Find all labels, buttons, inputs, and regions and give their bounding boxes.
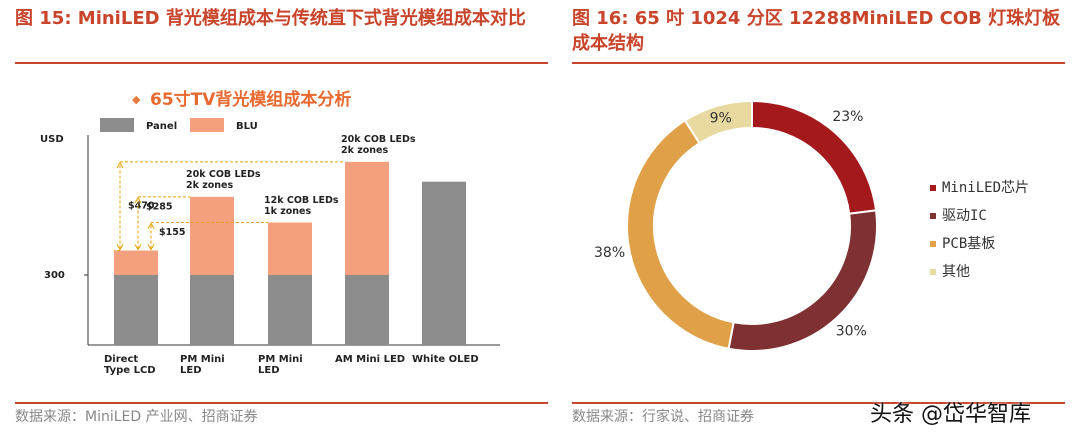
- arrow-head: [116, 161, 124, 169]
- bar: [190, 275, 234, 345]
- legend-label: Panel: [146, 121, 177, 132]
- bar: [190, 196, 234, 275]
- bar: [345, 275, 389, 345]
- diamond: ◆: [132, 93, 141, 106]
- x-tick-label: PM Mini LED: [258, 354, 303, 376]
- arrow-head: [134, 196, 142, 204]
- rule: [572, 402, 1065, 404]
- annotation: $470: [128, 201, 155, 212]
- rule: [572, 62, 1065, 64]
- x-tick-label: AM Mini LED: [335, 354, 406, 365]
- bar: [422, 181, 466, 345]
- y-label: USD: [40, 134, 64, 145]
- right-heading: 图 16: 65 吋 1024 分区 12288MiniLED COB 灯珠灯板…: [572, 8, 1061, 54]
- arrow-head: [134, 244, 142, 251]
- legend-label: 驱动IC: [942, 208, 987, 224]
- watermark: 头条 @岱华智库: [870, 402, 1031, 427]
- annotation: $155: [159, 227, 185, 238]
- value-label: 30%: [836, 324, 867, 340]
- bar: [268, 222, 312, 275]
- x-tick-label: Direct Type LCD: [104, 354, 156, 376]
- value-label: 23%: [832, 109, 863, 125]
- x-tick-label: White OLED: [412, 354, 479, 365]
- bar: [114, 275, 158, 345]
- legend-swatch: [190, 118, 224, 132]
- bar-note: 20k COB LEDs 2k zones: [186, 168, 261, 191]
- y-tick-label: 300: [44, 270, 65, 281]
- value-label: 38%: [594, 245, 625, 261]
- annotation: $285: [146, 201, 172, 212]
- legend-swatch: [930, 269, 936, 275]
- bar-note: 20k COB LEDs 2k zones: [341, 133, 416, 156]
- source: 数据来源：行家说、招商证券: [572, 409, 754, 425]
- bar: [114, 250, 158, 275]
- value-label: 9%: [710, 110, 732, 126]
- left-heading: 图 15: MiniLED 背光模组成本与传统直下式背光模组成本对比: [15, 8, 526, 29]
- legend-swatch: [930, 213, 936, 219]
- x-tick-label: PM Mini LED: [180, 354, 225, 376]
- donut-slice: [626, 119, 735, 350]
- rule: [15, 402, 548, 404]
- rule: [15, 62, 548, 64]
- bar: [345, 161, 389, 275]
- donut-slice: [683, 99, 753, 145]
- arrow-head: [147, 244, 155, 251]
- bar: [268, 275, 312, 345]
- legend-label: BLU: [236, 121, 258, 132]
- arrow-head: [147, 222, 155, 229]
- legend-swatch: [930, 185, 936, 191]
- legend-swatch: [100, 118, 134, 132]
- bar-note: 12k COB LEDs 1k zones: [264, 194, 339, 217]
- source: 数据来源：MiniLED 产业网、招商证券: [15, 409, 258, 425]
- legend-label: MiniLED芯片: [942, 180, 1029, 196]
- arrow-head: [116, 244, 124, 251]
- chart-title: 65寸TV背光模组成本分析: [150, 89, 351, 110]
- legend-swatch: [930, 241, 936, 247]
- legend-label: 其他: [942, 264, 970, 280]
- legend-label: PCB基板: [942, 235, 995, 252]
